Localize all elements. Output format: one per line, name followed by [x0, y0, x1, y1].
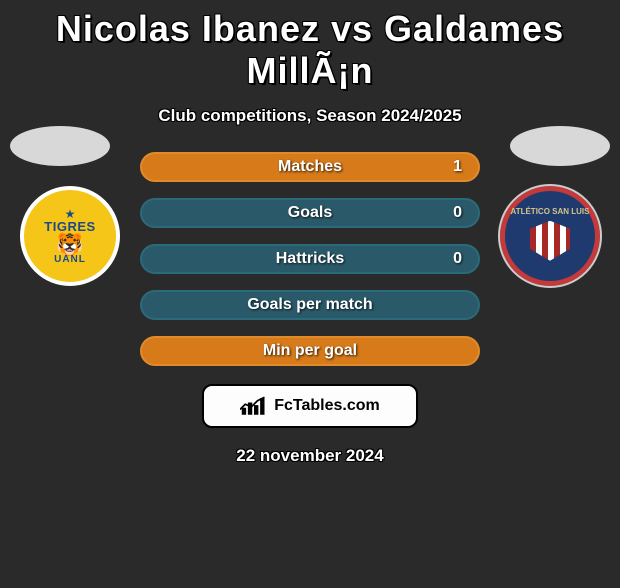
tiger-icon: 🐯: [56, 234, 83, 256]
stat-row-goals-per-match: Goals per match: [140, 290, 480, 320]
stat-value: 0: [453, 250, 462, 268]
stat-label: Hattricks: [276, 250, 344, 268]
stat-row-goals: Goals 0: [140, 198, 480, 228]
watermark-text: FcTables.com: [274, 397, 380, 415]
stat-row-hattricks: Hattricks 0: [140, 244, 480, 274]
comparison-subtitle: Club competitions, Season 2024/2025: [0, 106, 620, 126]
stat-row-matches: Matches 1: [140, 152, 480, 182]
left-player-photo: [10, 126, 110, 166]
stat-label: Min per goal: [263, 342, 357, 360]
stat-label: Goals per match: [247, 296, 372, 314]
shield-icon: [530, 221, 570, 261]
stat-row-min-per-goal: Min per goal: [140, 336, 480, 366]
chart-icon: [240, 395, 268, 417]
left-club-logo: ★ TIGRES 🐯 UANL: [20, 186, 120, 286]
stat-value: 0: [453, 204, 462, 222]
right-club-logo: ATLÉTICO SAN LUIS: [500, 186, 600, 286]
right-club-name: ATLÉTICO SAN LUIS: [511, 207, 590, 217]
watermark-badge: FcTables.com: [202, 384, 418, 428]
stat-value: 1: [453, 158, 462, 176]
stat-label: Matches: [278, 158, 342, 176]
left-club-name-bottom: UANL: [54, 254, 86, 265]
comparison-title: Nicolas Ibanez vs Galdames MillÃ¡n: [0, 8, 620, 92]
comparison-date: 22 november 2024: [0, 446, 620, 466]
right-player-photo: [510, 126, 610, 166]
stat-label: Goals: [288, 204, 332, 222]
